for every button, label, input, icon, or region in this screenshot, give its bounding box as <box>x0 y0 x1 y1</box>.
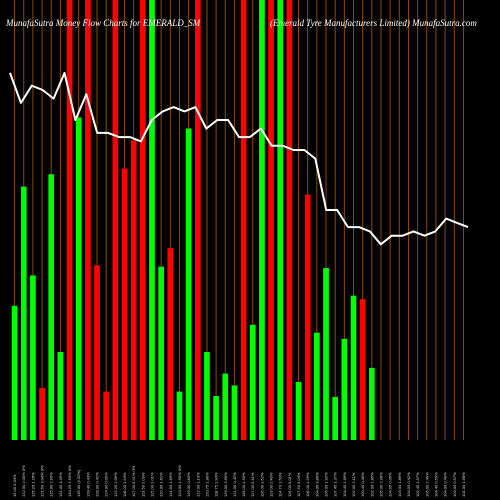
x-tick-label: 15.00 0.34% <box>12 474 17 497</box>
inflow-bar <box>222 373 229 440</box>
x-tick-label: 118.75 1.90% <box>214 472 219 497</box>
x-tick-label: 104.95 0.05% <box>388 472 393 497</box>
outflow-bar <box>167 248 174 440</box>
x-tick-label: 125.20 1.26% <box>30 472 35 497</box>
inflow-bar <box>314 332 320 440</box>
outflow-bar <box>139 0 146 440</box>
x-tick-label: 128.00 0.42% <box>95 472 100 497</box>
x-tick-label: 105.00 2.98% <box>378 472 383 497</box>
x-tick-label: 117.00 0.41% <box>250 472 255 497</box>
outflow-bar <box>359 299 366 440</box>
inflow-bar <box>204 352 210 440</box>
outflow-bar <box>66 0 73 440</box>
inflow-bar <box>158 266 164 440</box>
x-tick-label: 128.40 0.43% <box>85 472 90 497</box>
inflow-bar <box>20 186 27 440</box>
x-tick-label: 103.00 0.97% <box>452 472 457 497</box>
outflow-bar <box>286 0 293 440</box>
x-tick-label: 102.00 2.11% <box>351 472 356 497</box>
x-tick-label: 121.00 0.42% <box>232 472 237 497</box>
x-tick-label: 134.20 1.60% 0% <box>67 465 72 497</box>
inflow-bar <box>75 117 82 440</box>
x-tick-label: 135.00 (2.02%) <box>76 469 81 497</box>
x-tick-label: 103.00 1.86% <box>397 472 402 497</box>
outflow-bar <box>304 194 311 440</box>
x-tick-label: 115.00 1.01% <box>149 472 154 497</box>
x-tick-label: 117.50 0.04% <box>296 472 301 497</box>
x-tick-label: 119.00 1.39% <box>241 472 246 497</box>
x-tick-label: 107.45 1.37% <box>333 472 338 497</box>
x-tick-label: 121.50 3.04% 0% <box>40 465 45 497</box>
x-tick-label: 104.40 1.66% <box>342 472 347 497</box>
x-tick-label: 113.50 2.03% <box>140 472 145 497</box>
x-tick-label: 100.40 0.40% <box>360 472 365 497</box>
x-tick-label: 101.00 1.98% <box>461 472 466 497</box>
x-tick-label: 104.00 0.40% <box>443 472 448 497</box>
x-tick-label: 118.00 1.94% <box>122 472 127 497</box>
chart-title-left: MunafaSutra Money Flow Charts for EMERAL… <box>5 18 201 28</box>
inflow-bar <box>277 0 284 440</box>
x-tick-label: 117.00 0.51% 0% <box>131 465 136 497</box>
inflow-bar <box>213 396 219 440</box>
x-tick-labels: 15.00 0.34% 122.00 2.00% 0% 125.20 1.26% 12… <box>12 465 466 497</box>
inflow-bar <box>185 128 192 441</box>
x-tick-label: 121.50 1.69% <box>168 472 173 497</box>
inflow-bar <box>350 295 357 440</box>
x-tick-label: 126.00 0.83% <box>186 472 191 497</box>
inflow-bar <box>30 275 36 440</box>
x-tick-label: 113.00 2.40% <box>269 472 274 497</box>
chart-title-right: (Emerald Tyre Manufacturers Limited) Mun… <box>270 18 477 28</box>
x-tick-label: 102.45 1.57% <box>415 472 420 497</box>
inflow-bar <box>341 338 348 440</box>
inflow-bar <box>332 396 339 440</box>
x-tick-label: 116.00 1.62% <box>259 472 264 497</box>
x-tick-label: 118.00 1.26% <box>305 472 310 497</box>
x-tick-label: 125.00 2.90% <box>49 472 54 497</box>
price-line <box>9 71 469 246</box>
x-tick-label: 115.00 0.01% <box>287 472 292 497</box>
inflow-bar <box>231 385 238 440</box>
x-tick-label: 104.05 0.42% <box>406 472 411 497</box>
outflow-bar <box>85 0 91 440</box>
x-tick-label: 104.00 9.80% <box>314 472 319 497</box>
inflow-bar <box>176 391 183 440</box>
x-tick-label: 123.00 1.90% 0% <box>177 465 182 497</box>
x-tick-label: 120.75 1.80% <box>204 472 209 497</box>
outflow-bar <box>194 0 201 440</box>
x-tick-label: 114.70 1.50% <box>278 472 283 497</box>
outflow-bar <box>130 140 137 441</box>
outflow-bar <box>103 391 110 440</box>
x-tick-label: 106.00 1.92% <box>324 472 329 497</box>
inflow-bar <box>295 381 302 440</box>
inflow-bar <box>149 0 155 440</box>
x-tick-label: 122.25 2.06% <box>113 472 118 497</box>
inflow-bar <box>249 324 256 440</box>
x-tick-label: 124.00 0.00% <box>104 472 109 497</box>
inflow-bar <box>368 367 375 440</box>
x-tick-label: 105.00 2.49% <box>424 472 429 497</box>
outflow-bar <box>94 265 100 440</box>
x-tick-label: 126.00 3.65% <box>223 472 228 497</box>
outflow-bar <box>240 0 247 440</box>
inflow-bar <box>259 0 265 440</box>
x-tick-label: 102.00 1.85% <box>369 472 374 497</box>
inflow-bar <box>48 174 55 441</box>
x-tick-label: 122.00 2.00% 0% <box>21 465 26 497</box>
outflow-bar <box>121 168 128 440</box>
bar-series <box>11 0 375 441</box>
outflow-bar <box>268 0 274 440</box>
x-tick-label: 122.00 1.19% <box>195 472 200 497</box>
inflow-bar <box>11 305 18 440</box>
outflow-bar <box>112 0 119 440</box>
x-tick-label: 120.00 1.61% <box>159 472 164 497</box>
inflow-bar <box>57 352 64 440</box>
inflow-bar <box>323 267 329 440</box>
x-tick-label: 104.40 0.59% <box>433 472 438 497</box>
outflow-bar <box>39 388 45 440</box>
x-tick-label: 131.00 4.35% <box>58 472 63 497</box>
